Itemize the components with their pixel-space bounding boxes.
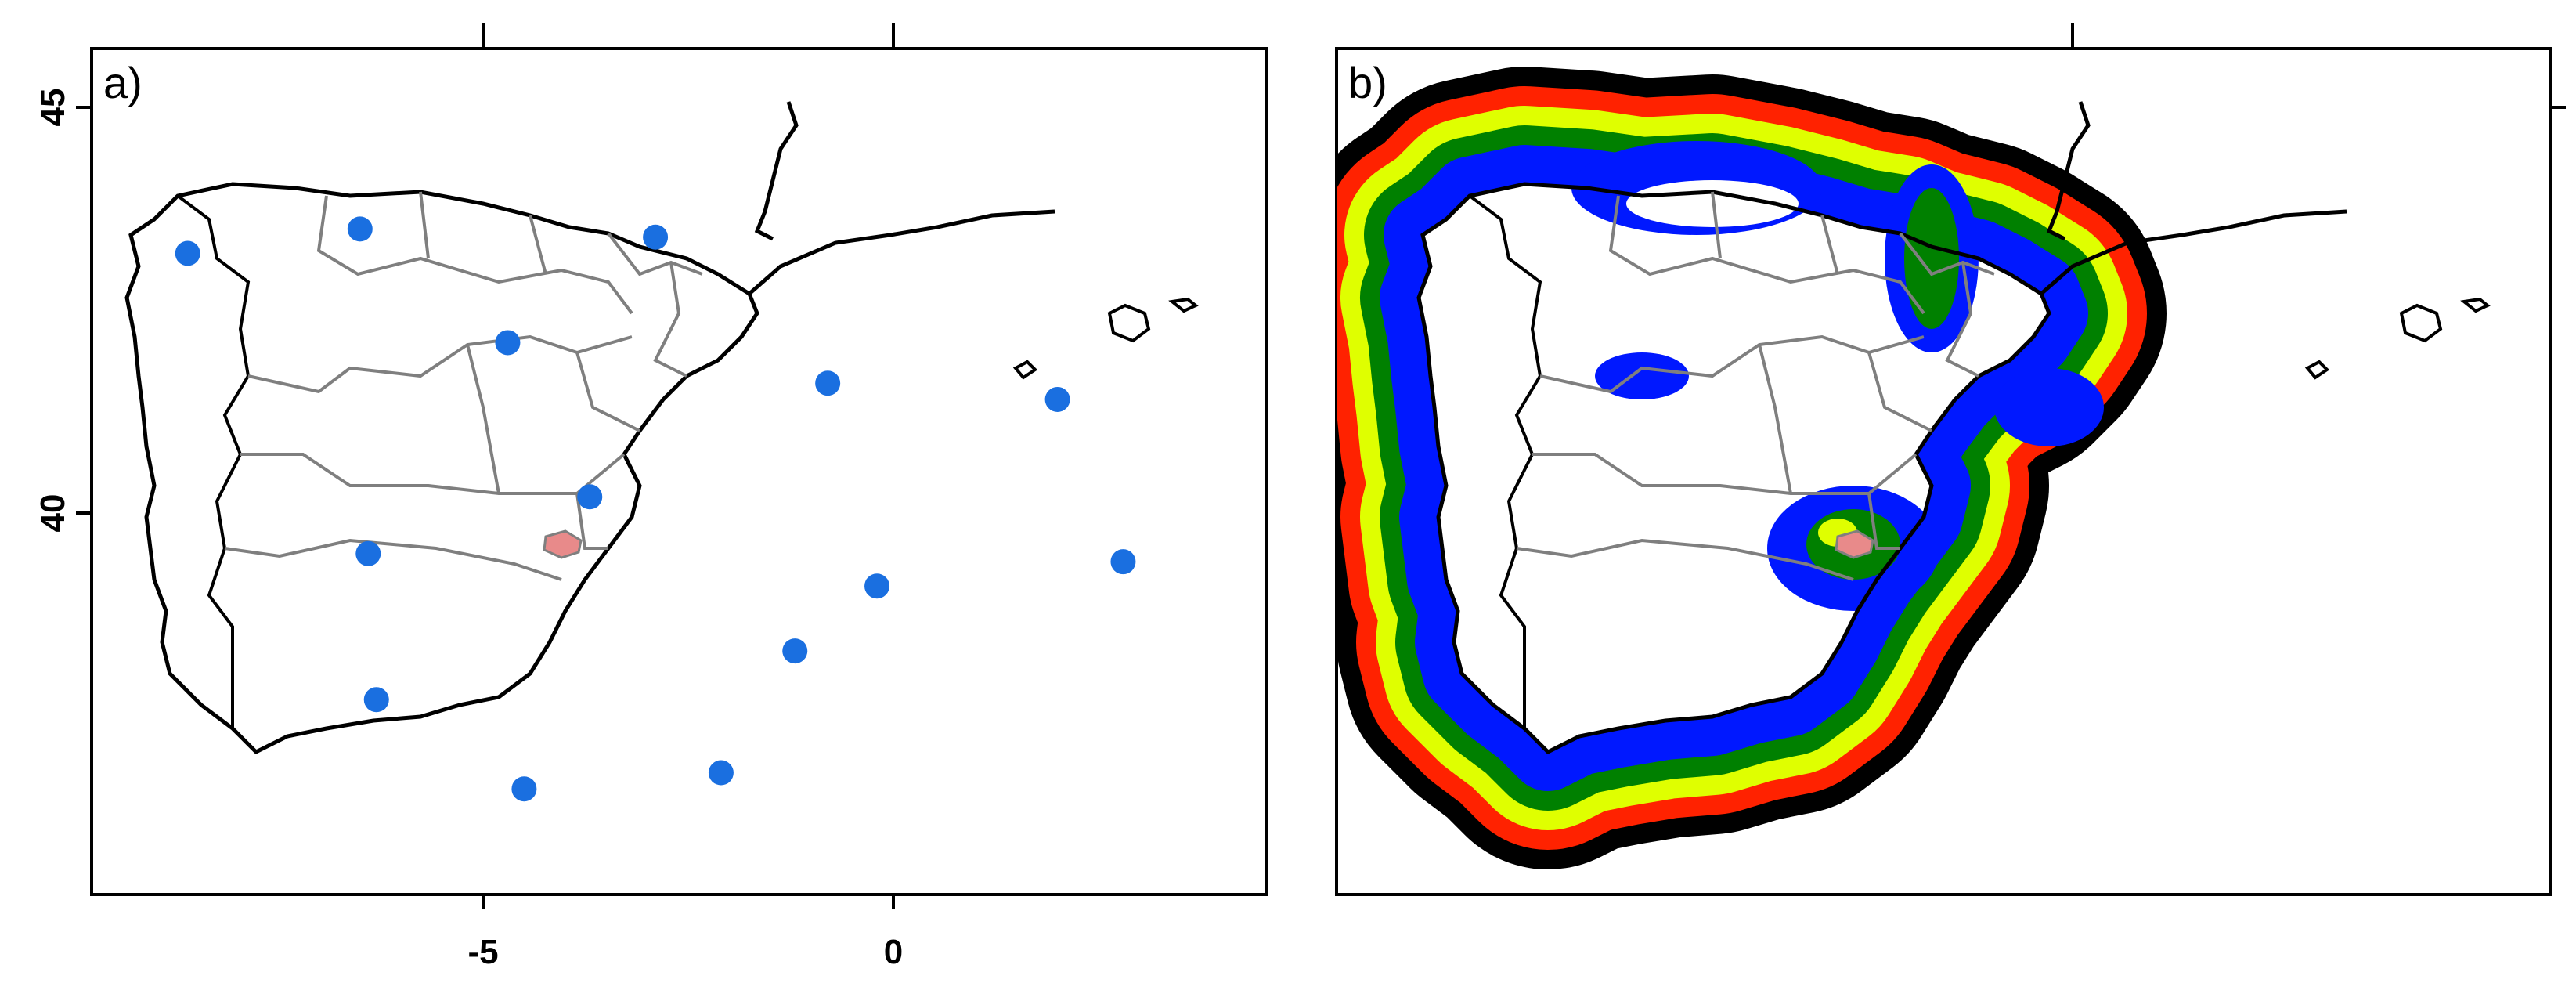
station-marker-12 (363, 687, 389, 713)
target-region (1835, 529, 1874, 559)
regional-borders (224, 191, 703, 581)
station-marker-11 (782, 638, 808, 664)
y-tick-label-2: 40 (34, 494, 72, 533)
panel-a-label: a) (103, 58, 143, 107)
portugal-border (176, 194, 251, 728)
station-marker-13 (708, 760, 734, 786)
y-tick-label-1: 45 (34, 89, 72, 127)
station-marker-5 (815, 370, 841, 396)
x-tick-label-2: 0 (884, 933, 903, 971)
station-marker-14 (511, 776, 537, 802)
station-marker-1 (175, 240, 200, 266)
interior-patches (1571, 141, 2104, 611)
panel-b-label: b) (1348, 58, 1387, 107)
station-marker-6 (1044, 386, 1070, 412)
station-marker-4 (495, 330, 521, 356)
panel-a-map: -5 0 45 40 a) (34, 23, 1268, 971)
panel-a-frame (90, 47, 1268, 896)
x-axis (482, 23, 895, 909)
y-axis (76, 106, 92, 515)
station-marker-3 (643, 224, 669, 250)
station-markers (175, 216, 1136, 802)
station-marker-10 (864, 573, 890, 599)
portugal-border (1468, 194, 1542, 728)
station-marker-9 (1110, 549, 1136, 575)
x-tick-label-1: -5 (467, 933, 498, 971)
station-marker-8 (355, 540, 381, 566)
regional-borders (1516, 191, 1995, 581)
station-marker-2 (347, 216, 373, 242)
target-region (543, 529, 583, 559)
station-marker-7 (577, 484, 603, 510)
panel-b-map: b) (1335, 23, 2566, 896)
